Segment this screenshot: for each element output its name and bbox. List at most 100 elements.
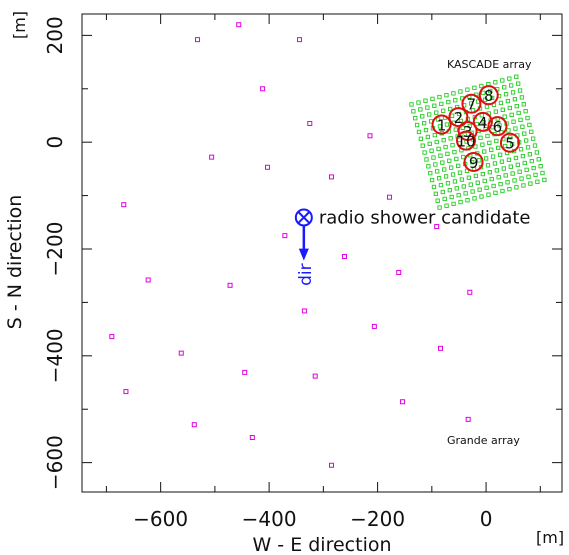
kascade-detector <box>485 133 490 139</box>
kascade-detector <box>500 107 505 112</box>
kascade-detector <box>489 147 494 152</box>
kascade-detector <box>414 122 420 128</box>
kascade-detector <box>432 132 437 138</box>
antenna-circle <box>448 107 469 128</box>
kascade-detector <box>533 172 538 178</box>
kascade-detector <box>516 81 521 86</box>
kascade-detector <box>491 183 496 189</box>
kascade-detector <box>454 186 459 191</box>
kascade-detector <box>444 122 450 127</box>
kascade-detector <box>463 191 468 196</box>
kascade-detector <box>416 100 421 105</box>
kascade-detector <box>429 177 435 183</box>
candidate-marker <box>294 208 313 227</box>
kascade-detector <box>510 90 516 95</box>
kascade-detector <box>534 150 540 155</box>
kascade-detector <box>489 95 495 101</box>
kascade-detector <box>443 174 449 179</box>
kascade-detector <box>505 180 510 185</box>
antenna-circle <box>472 111 493 132</box>
kascade-detector <box>469 159 475 165</box>
kascade-detector <box>484 104 490 109</box>
kascade-detector <box>496 145 501 151</box>
antenna-circle <box>456 130 476 151</box>
kascade-detector <box>424 157 429 162</box>
kascade-detector <box>530 136 536 141</box>
kascade-detector <box>451 201 456 207</box>
kascade-detector <box>437 94 442 100</box>
kascade-detector <box>518 147 524 152</box>
grande-station <box>109 334 115 340</box>
kascade-detector <box>481 120 486 125</box>
grande-label: Grande array <box>447 434 520 447</box>
kascade-detector <box>526 174 531 179</box>
kascade-detector <box>456 193 461 198</box>
kascade-detector <box>517 169 522 174</box>
kascade-detector <box>411 109 416 114</box>
kascade-detector <box>507 105 512 111</box>
kascade-detector <box>446 99 451 105</box>
antenna-circle <box>499 132 520 153</box>
kascade-detector <box>486 192 491 197</box>
kascade-detector <box>430 96 435 102</box>
kascade-detector <box>449 194 454 200</box>
antenna-label: 2 <box>454 109 464 127</box>
kascade-detector <box>506 128 511 133</box>
grande-station <box>260 86 266 92</box>
kascade-detector <box>437 205 442 210</box>
kascade-detector <box>493 80 498 85</box>
kascade-detector <box>522 160 527 166</box>
antenna-circle <box>478 85 499 106</box>
kascade-detector <box>458 118 464 124</box>
kascade-detector <box>500 188 505 194</box>
kascade-detector <box>472 196 477 201</box>
y-tick-label: 0 <box>43 136 67 149</box>
kascade-detector <box>468 182 473 187</box>
kascade-detector <box>448 136 453 141</box>
kascade-detector <box>448 106 453 112</box>
kascade-detector <box>465 87 470 92</box>
kascade-detector <box>497 123 502 128</box>
grande-station <box>328 174 334 180</box>
grande-station <box>209 154 215 160</box>
grande-station <box>465 416 471 422</box>
grande-station <box>434 224 440 230</box>
kascade-detector <box>418 136 424 141</box>
kascade-detector <box>521 102 526 107</box>
kascade-detector <box>438 182 444 188</box>
kascade-detector <box>434 110 439 115</box>
kascade-detector <box>443 144 448 150</box>
kascade-label: KASCADE array <box>447 58 532 71</box>
kascade-detector <box>480 171 486 177</box>
kascade-detector <box>512 178 517 183</box>
kascade-detector <box>437 124 443 129</box>
kascade-detector <box>494 168 499 173</box>
y-unit-label: [m] <box>10 11 29 39</box>
kascade-detector <box>528 181 533 186</box>
grande-station <box>307 120 313 126</box>
kascade-detector <box>445 181 451 186</box>
kascade-detector <box>449 165 454 170</box>
kascade-detector <box>479 83 484 89</box>
kascade-detector <box>511 119 516 124</box>
grande-station <box>282 233 288 239</box>
grande-station <box>123 389 129 395</box>
direction-label: dir <box>296 263 316 286</box>
kascade-detector <box>470 189 475 194</box>
kascade-detector <box>409 102 414 107</box>
kascade-detector <box>518 117 523 123</box>
kascade-detector <box>516 110 521 116</box>
plot-frame <box>81 13 563 493</box>
kascade-detector <box>536 157 541 162</box>
kascade-detector <box>508 135 513 140</box>
kascade-detector <box>502 85 507 90</box>
kascade-detector <box>510 142 515 147</box>
candidate-label: radio shower candidate <box>319 207 531 228</box>
kascade-detector <box>489 176 494 182</box>
kascade-detector <box>522 131 527 136</box>
candidate-cross <box>297 211 311 224</box>
grande-station <box>264 164 270 170</box>
kascade-detector <box>466 175 472 180</box>
kascade-detector <box>513 155 519 161</box>
kascade-detector <box>454 156 459 162</box>
